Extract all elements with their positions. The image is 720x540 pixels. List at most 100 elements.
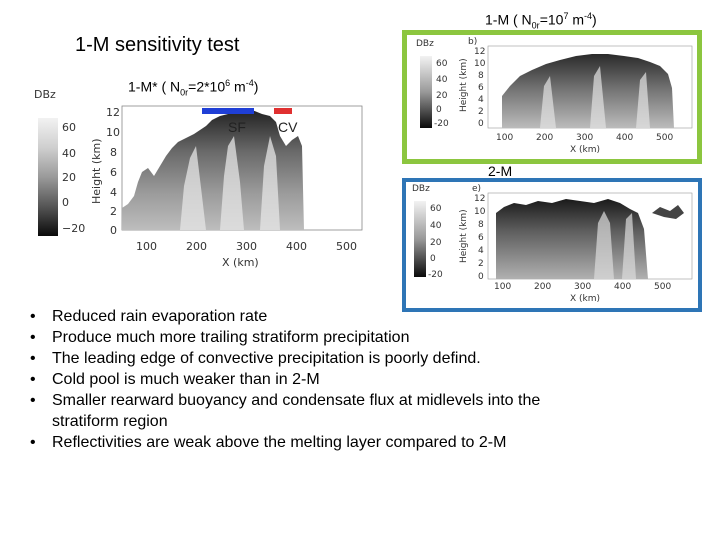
- anvil-echo: [652, 205, 684, 219]
- list-item: • Reduced rain evaporation rate: [30, 306, 710, 327]
- bullet-marker: •: [30, 371, 36, 388]
- y-tick: 2: [110, 205, 117, 218]
- top-right-reflectivity-panel: DBz 60 40 20 0 -20 b) Height (km) 12 10 …: [410, 36, 698, 158]
- sf-region-bar: [202, 108, 254, 114]
- y-tick: 8: [478, 71, 484, 81]
- main-panel-label: 1-M* ( N0r=2*106 m-4): [128, 78, 258, 97]
- colorbar-tick: 60: [430, 204, 442, 214]
- x-tick: 400: [286, 240, 307, 253]
- colorbar-tick: 40: [430, 221, 442, 231]
- top-right-panel-label: 1-M ( N0r=107 m-4): [485, 11, 597, 30]
- label-sup: 7: [563, 11, 569, 21]
- x-tick: 100: [136, 240, 157, 253]
- y-axis-label: Height (km): [459, 58, 469, 112]
- cv-label: CV: [278, 119, 298, 135]
- bullet-text: Smaller rearward buoyancy and condensate…: [52, 392, 541, 430]
- y-tick: 8: [478, 220, 484, 230]
- x-axis-label: X (km): [570, 145, 600, 155]
- bullet-text: Reduced rain evaporation rate: [52, 308, 268, 325]
- colorbar-tick: 20: [430, 238, 442, 248]
- label-close: ): [253, 78, 259, 95]
- main-reflectivity-panel: DBz 60 40 20 0 −20 Height (km) 12 10 8 6…: [30, 86, 370, 276]
- label-prefix: 1-M ( N: [485, 11, 532, 28]
- x-axis-label: X (km): [222, 256, 259, 269]
- sf-label: SF: [228, 119, 246, 135]
- cv-region-bar: [274, 108, 292, 114]
- y-tick: 0: [478, 272, 484, 282]
- x-tick: 500: [336, 240, 357, 253]
- findings-list: • Reduced rain evaporation rate • Produce …: [30, 306, 710, 453]
- y-tick: 8: [110, 146, 117, 159]
- y-tick: 12: [474, 194, 485, 204]
- x-tick: 100: [496, 133, 513, 143]
- bullet-text: Cold pool is much weaker than in 2-M: [52, 371, 320, 388]
- y-tick: 0: [110, 224, 117, 237]
- label-sup: 6: [225, 78, 231, 88]
- panel-letter: e): [472, 184, 481, 194]
- colorbar: [420, 56, 432, 128]
- reflectivity-streaks: [180, 136, 280, 230]
- label-sub: 0r: [531, 20, 540, 31]
- colorbar-tick: 40: [436, 75, 448, 85]
- x-tick: 300: [576, 133, 593, 143]
- label-mid: =10: [539, 11, 564, 28]
- bottom-right-reflectivity-panel: DBz 60 40 20 0 -20 e) Height (km) 12 10 …: [408, 183, 698, 307]
- y-tick: 2: [478, 107, 484, 117]
- list-item: • Reflectivities are weak above the melti…: [30, 432, 710, 453]
- colorbar-tick: 0: [62, 196, 69, 209]
- colorbar-title: DBz: [412, 184, 430, 194]
- bullet-text: Produce much more trailing stratiform pr…: [52, 329, 410, 346]
- label-unit: m: [230, 78, 246, 95]
- colorbar-tick: 20: [62, 171, 76, 184]
- x-tick: 200: [536, 133, 553, 143]
- colorbar-tick: 0: [436, 105, 442, 115]
- x-tick: 200: [534, 282, 551, 292]
- y-tick: 10: [474, 59, 486, 69]
- label-mid: =2*10: [188, 78, 226, 95]
- y-tick: 4: [478, 95, 484, 105]
- y-tick: 6: [478, 83, 484, 93]
- colorbar-tick: -20: [428, 270, 443, 280]
- colorbar-title: DBz: [34, 88, 56, 101]
- colorbar: [414, 201, 426, 277]
- bullet-marker: •: [30, 392, 36, 409]
- y-tick: 10: [106, 126, 120, 139]
- colorbar-tick: 40: [62, 147, 76, 160]
- bullet-marker: •: [30, 350, 36, 367]
- label-unit-sup: -4: [584, 11, 593, 21]
- y-tick: 4: [478, 246, 484, 256]
- bullet-marker: •: [30, 329, 36, 346]
- x-tick: 300: [574, 282, 591, 292]
- x-tick: 400: [614, 282, 631, 292]
- colorbar: [38, 118, 58, 236]
- y-tick: 10: [474, 207, 486, 217]
- bullet-text: Reflectivities are weak above the meltin…: [52, 434, 507, 451]
- list-item: • Cold pool is much weaker than in 2-M: [30, 369, 710, 390]
- colorbar-tick: 20: [436, 91, 448, 101]
- y-tick: 12: [106, 106, 120, 119]
- x-tick: 100: [494, 282, 511, 292]
- bullet-marker: •: [30, 434, 36, 451]
- colorbar-tick: −20: [62, 222, 85, 235]
- y-tick: 4: [110, 186, 117, 199]
- colorbar-tick: 0: [430, 254, 436, 264]
- reflectivity-streaks: [540, 66, 650, 128]
- list-item: • Produce much more trailing stratiform p…: [30, 327, 710, 348]
- slide-title: 1-M sensitivity test: [75, 34, 240, 56]
- mid-right-panel-label: 2-M: [488, 163, 513, 179]
- y-tick: 6: [110, 166, 117, 179]
- y-axis-label: Height (km): [459, 209, 469, 263]
- reflectivity-field: [122, 110, 304, 230]
- colorbar-tick: -20: [434, 119, 449, 129]
- list-item: • Smaller rearward buoyancy and condensat…: [30, 390, 710, 432]
- y-tick: 6: [478, 233, 484, 243]
- x-tick: 200: [186, 240, 207, 253]
- label-prefix: 1-M* ( N: [128, 78, 181, 95]
- bullet-marker: •: [30, 308, 36, 325]
- colorbar-tick: 60: [436, 59, 448, 69]
- colorbar-title: DBz: [416, 39, 434, 49]
- y-tick: 12: [474, 47, 485, 57]
- y-axis-label: Height (km): [90, 138, 103, 204]
- list-item: • The leading edge of convective precipit…: [30, 348, 710, 369]
- y-tick: 2: [478, 259, 484, 269]
